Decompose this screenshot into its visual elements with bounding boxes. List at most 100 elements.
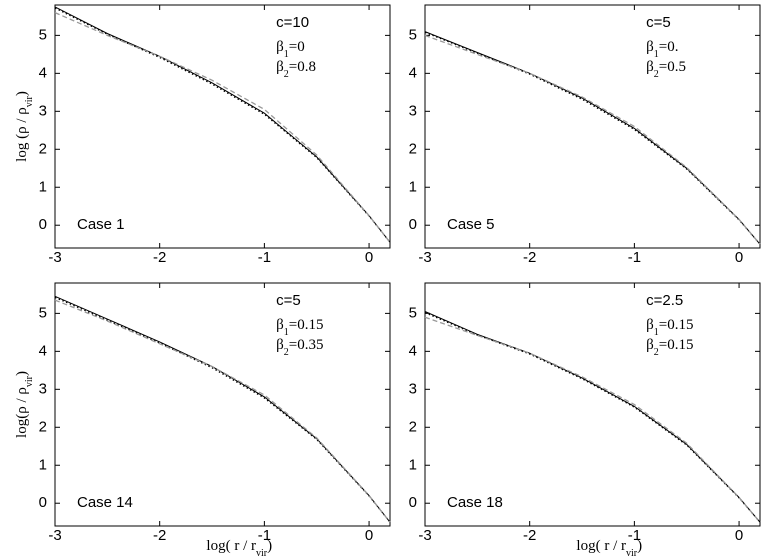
annotation-part: =0.8 xyxy=(289,59,316,75)
x-tick-label: -1 xyxy=(628,249,641,266)
y-tick-label: 1 xyxy=(409,456,417,473)
annotation-part: β xyxy=(276,317,284,333)
annotation-part: =0. xyxy=(659,39,679,55)
y-axis-label: log(ρ / ρvir) xyxy=(14,371,35,438)
x-tick-label: -2 xyxy=(523,527,536,544)
y-tick-label: 5 xyxy=(39,304,47,321)
annotation-part: β xyxy=(276,39,284,55)
annotation-part: =0.15 xyxy=(289,317,324,333)
x-axis-label-part: ) xyxy=(637,538,642,554)
x-tick-label: -3 xyxy=(48,527,61,544)
annotation-part: 2 xyxy=(654,69,659,80)
y-axis-label-part: log(ρ / ρ xyxy=(14,387,30,438)
annotation: β1=0.15 xyxy=(646,317,693,338)
y-tick-label: 3 xyxy=(39,380,47,397)
x-tick-label: -1 xyxy=(258,249,271,266)
annotation: β2=0.15 xyxy=(646,337,693,358)
case-label: Case 18 xyxy=(447,494,503,511)
annotation: β1=0.15 xyxy=(276,317,323,338)
curve xyxy=(54,12,391,243)
annotation: c=2.5 xyxy=(646,292,683,309)
y-tick-label: 5 xyxy=(409,26,417,43)
y-axis-label-part: log (ρ / ρ xyxy=(14,107,30,162)
y-tick-label: 1 xyxy=(409,178,417,195)
y-tick-label: 3 xyxy=(39,102,47,119)
y-tick-label: 4 xyxy=(39,64,47,81)
x-axis-label-part: ) xyxy=(267,538,272,554)
x-tick-label: 0 xyxy=(735,249,743,266)
annotation-part: =0.5 xyxy=(659,59,686,75)
annotation-part: β xyxy=(276,337,284,353)
annotation: c=10 xyxy=(276,14,309,31)
plot-frame xyxy=(424,282,761,527)
y-tick-label: 0 xyxy=(39,216,47,233)
x-tick-label: -1 xyxy=(628,527,641,544)
x-tick-label: -3 xyxy=(418,527,431,544)
annotation-part: β xyxy=(646,59,654,75)
curve xyxy=(54,7,391,243)
annotation-part: =0.15 xyxy=(659,317,694,333)
annotation: β2=0.35 xyxy=(276,337,323,358)
x-tick-label: -2 xyxy=(153,249,166,266)
annotation: c=5 xyxy=(276,292,301,309)
x-axis-label-part: log( r / r xyxy=(576,538,626,554)
annotation-part: 1 xyxy=(654,49,659,60)
case-label: Case 1 xyxy=(77,216,125,233)
case-label: Case 14 xyxy=(77,494,133,511)
y-tick-label: 3 xyxy=(409,380,417,397)
y-tick-label: 0 xyxy=(409,494,417,511)
x-tick-label: -2 xyxy=(153,527,166,544)
annotation-part: β xyxy=(646,337,654,353)
curve xyxy=(54,299,391,523)
y-tick-label: 0 xyxy=(409,216,417,233)
annotation-part: =0.15 xyxy=(659,337,694,353)
annotation: β1=0 xyxy=(276,39,305,60)
y-axis-label: log (ρ / ρvir) xyxy=(14,91,35,162)
x-tick-label: -1 xyxy=(258,527,271,544)
y-axis-label-part: ) xyxy=(14,371,30,376)
annotation-part: 2 xyxy=(284,347,289,358)
annotation: β1=0. xyxy=(646,39,678,60)
x-tick-label: 0 xyxy=(365,249,373,266)
curve xyxy=(424,34,761,245)
y-axis-label-part: vir xyxy=(24,95,35,107)
y-tick-label: 4 xyxy=(409,342,417,359)
annotation-part: 2 xyxy=(284,69,289,80)
x-axis-label: log( r / rvir) xyxy=(576,538,642,558)
curve xyxy=(424,31,761,245)
x-tick-label: -3 xyxy=(48,249,61,266)
x-axis-label-part: vir xyxy=(256,548,268,558)
curve xyxy=(54,295,391,523)
y-tick-label: 2 xyxy=(409,140,417,157)
y-tick-label: 4 xyxy=(39,342,47,359)
curve xyxy=(54,296,391,523)
x-tick-label: 0 xyxy=(735,527,743,544)
x-tick-label: -3 xyxy=(418,249,431,266)
curve xyxy=(424,312,761,523)
y-tick-label: 1 xyxy=(39,456,47,473)
annotation-part: =0 xyxy=(289,39,305,55)
annotation-part: 2 xyxy=(654,347,659,358)
annotation-part: 1 xyxy=(284,49,289,60)
plot-frame xyxy=(424,4,761,249)
annotation: β2=0.8 xyxy=(276,59,316,80)
annotation-part: β xyxy=(646,39,654,55)
x-tick-label: -2 xyxy=(523,249,536,266)
x-axis-label-part: log( r / r xyxy=(206,538,256,554)
y-tick-label: 2 xyxy=(39,418,47,435)
curve xyxy=(424,316,761,523)
curve xyxy=(424,311,761,523)
plot-frame xyxy=(54,282,391,527)
case-label: Case 5 xyxy=(447,216,495,233)
annotation-part: 1 xyxy=(284,327,289,338)
annotation-part: β xyxy=(646,317,654,333)
y-tick-label: 1 xyxy=(39,178,47,195)
y-tick-label: 5 xyxy=(409,304,417,321)
annotation-part: β xyxy=(276,59,284,75)
annotation: c=5 xyxy=(646,14,671,31)
annotation: β2=0.5 xyxy=(646,59,686,80)
y-axis-label-part: ) xyxy=(14,91,30,96)
y-tick-label: 5 xyxy=(39,26,47,43)
annotation-part: =0.35 xyxy=(289,337,324,353)
